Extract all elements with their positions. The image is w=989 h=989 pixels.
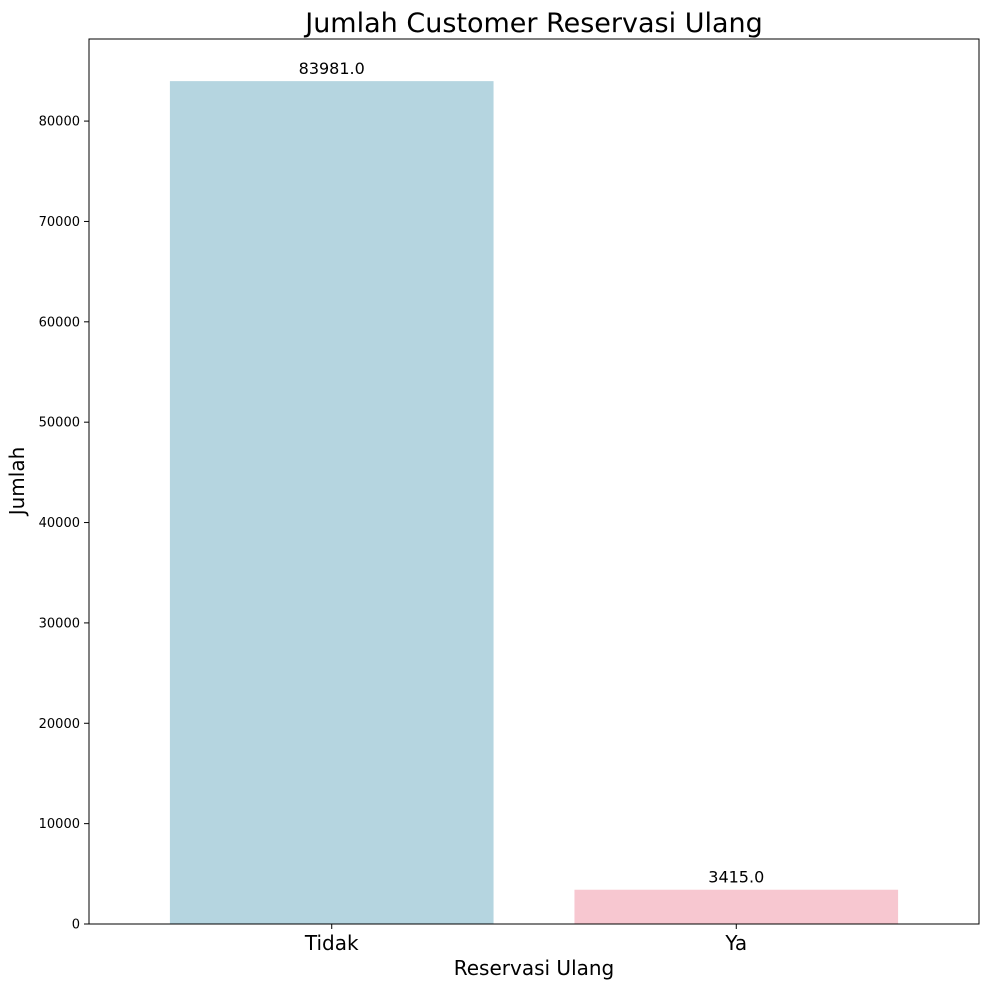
y-tick-label: 80000 — [39, 115, 80, 130]
y-tick-label: 50000 — [39, 416, 80, 431]
plot-frame — [88, 38, 980, 925]
data-label-tidak: 83981.0 — [299, 59, 365, 78]
y-axis: 0 10000 20000 30000 40000 50000 60000 70000 8000… — [39, 115, 89, 933]
bar-ya — [574, 889, 899, 924]
y-axis-label: Jumlah — [5, 447, 29, 518]
data-labels-group: 83981.0 3415.0 — [299, 59, 765, 887]
x-tick-label: Ya — [724, 931, 747, 955]
bar-tidak — [169, 81, 494, 925]
y-tick-label: 30000 — [39, 616, 80, 631]
x-axis: Tidak Ya — [304, 924, 747, 955]
y-tick-label: 20000 — [39, 717, 80, 732]
y-tick-label: 60000 — [39, 315, 80, 330]
y-tick-label: 70000 — [39, 215, 80, 230]
x-tick-label: Tidak — [304, 931, 359, 955]
x-axis-label: Reservasi Ulang — [454, 956, 615, 980]
data-label-ya: 3415.0 — [708, 868, 764, 887]
chart-title: Jumlah Customer Reservasi Ulang — [303, 8, 763, 39]
y-tick-label: 0 — [72, 918, 80, 933]
bars-group — [169, 81, 899, 925]
y-tick-label: 10000 — [39, 817, 80, 832]
y-tick-label: 40000 — [39, 516, 80, 531]
